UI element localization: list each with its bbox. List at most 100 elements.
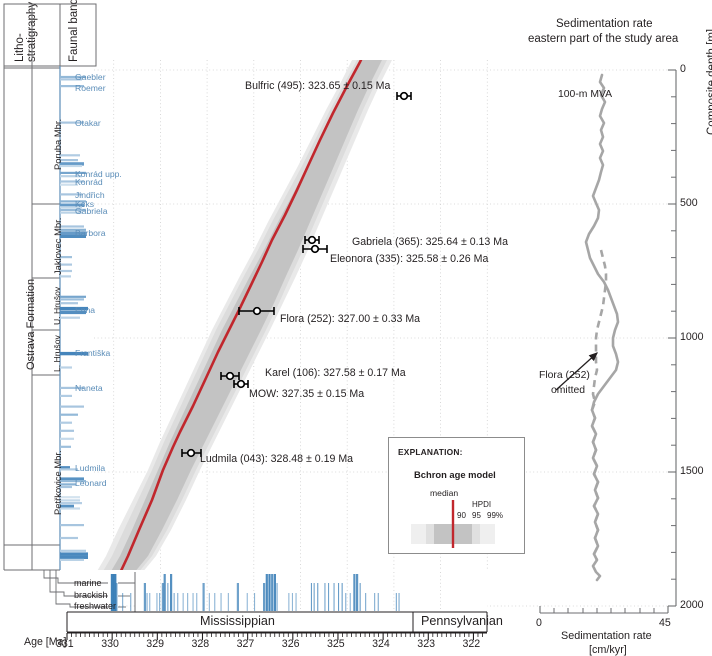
faunal-band-bar [60,159,78,162]
environment-label-marine: marine [74,578,102,588]
faunal-band-label: Leonard [75,478,107,489]
sed-axis-title-line1: Sedimentation rate [561,630,652,642]
faunal-band-bar [60,483,76,486]
environment-occurrence-tick [310,583,312,611]
tiepoint-bulfric[interactable] [396,91,412,101]
explanation-subtitle: Bchron age model [414,469,496,480]
faunal-band-bar [60,269,72,273]
faunal-band-bar [60,499,80,502]
sed-axis-title-line2: [cm/kyr] [589,644,627,656]
environment-occurrence-tick [356,574,359,611]
environment-occurrence-tick [265,574,268,611]
litho-member-l-hrusov: L. Hrušov [52,335,62,372]
environment-occurrence-tick [268,574,271,611]
faunal-band-bar [60,536,78,540]
faunal-band-bar [60,466,70,470]
tiepoint-karel[interactable] [220,371,240,381]
faunal-band-bar [60,121,84,124]
age-tick-label: 326 [281,638,300,650]
faunal-band-bar [60,306,88,311]
faunal-band-label: Roemer [75,82,106,93]
faunal-band-bar [60,180,84,183]
faunal-band-bars [60,75,88,561]
sed-panel-title-line2: eastern part of the study area [528,33,679,45]
sed-omitted-label-line2: omitted [551,385,586,396]
annotation-gabriela: Gabriela (365): 325.64 ± 0.13 Ma [352,236,508,248]
age-tick-label: 323 [417,638,435,650]
faunal-band-bar [60,75,86,79]
faunal-band-label: Gabriela [75,206,108,216]
faunal-band-bar [60,558,84,561]
flora-omitted-arrow [555,352,598,391]
period-bar [66,611,488,633]
faunal-band-bar [60,310,86,315]
faunal-band-bar [60,200,86,203]
explanation-median-label: median [430,488,459,498]
environment-occurrence-tick [182,593,184,611]
environment-occurrence-tick [349,593,351,611]
environment-occurrence-tick [149,593,151,611]
environment-occurrence-tick [163,574,166,611]
environment-occurrence-tick [263,583,266,611]
environment-label-brackish: brackish [74,590,108,600]
faunal-band-bar [60,183,78,186]
environment-occurrence-tick [333,583,335,611]
explanation-hpdi-99: 99% [487,511,504,520]
faunal-band-bar [60,295,86,298]
environment-occurrence-tick [295,593,297,611]
environment-leaders [43,570,135,608]
tiepoint-gabriela[interactable] [304,235,320,245]
depth-tick-label: 0 [680,63,686,75]
sed-mva-label: 100-m MVA [558,89,613,100]
faunal-band-label: Barbora [75,227,106,238]
environment-occurrence-tick [236,583,239,611]
environment-occurrence-tick [177,593,179,611]
explanation-swatch [411,500,495,548]
faunal-band-bar [60,171,86,174]
age-axis [66,632,487,640]
litho-member-u-hrusov: U. Hrušov [52,286,62,325]
faunal-band-bar [60,208,86,211]
environment-occurrence-tick [227,593,229,611]
faunal-band-bar [60,302,78,305]
faunal-band-bar [60,234,86,238]
tiepoint-ludmila[interactable] [181,448,202,458]
period-label-mississippian: Mississippian [200,614,275,628]
tiepoint-mow[interactable] [233,379,249,389]
faunal-band-bar [60,421,72,424]
tiepoint-flora[interactable] [238,306,275,316]
environment-occurrence-tick [130,593,132,611]
age-tick-label: 331 [56,638,74,650]
faunal-band-label: Koks [75,199,95,210]
environment-occurrence-tick [313,583,315,611]
faunal-band-bar [60,175,82,178]
environment-occurrence-tick [143,583,146,611]
environment-occurrence-tick [317,583,319,611]
environment-occurrence-tick [365,593,367,611]
faunal-band-bar [60,351,88,356]
sed-rate-solid-curve [584,73,620,582]
faunal-band-bar [60,524,84,527]
faunal-band-bar [60,85,84,88]
environment-occurrence-tick [324,583,326,611]
faunal-band-bar [60,468,78,471]
environment-occurrence-tick [187,593,189,611]
tiepoint-eleonora[interactable] [302,244,328,254]
environment-occurrence-tick [220,593,222,611]
faunal-band-bar [60,193,82,196]
environment-occurrence-tick [353,574,356,611]
annotation-bulfric: Bulfric (495): 323.65 ± 0.15 Ma [245,80,391,92]
annotation-flora: Flora (252): 327.00 ± 0.33 Ma [280,313,421,325]
environment-occurrence-tick [110,574,115,611]
bchron-median-line [119,60,363,570]
faunal-band-bar [60,394,72,397]
environment-occurrence-tick [273,574,276,611]
faunal-band-bar [60,275,71,278]
environment-occurrence-tick [202,583,205,611]
faunal-band-bar [60,78,82,81]
litho-formation-label: Ostrava Formation [25,278,37,370]
sed-panel-title-line1: Sedimentation rate [556,18,653,30]
faunal-band-label: Konrád [75,176,103,187]
faunal-band-bar [60,206,82,209]
litho-member-jaklovec: Jaklovec Mbr. [52,217,63,275]
